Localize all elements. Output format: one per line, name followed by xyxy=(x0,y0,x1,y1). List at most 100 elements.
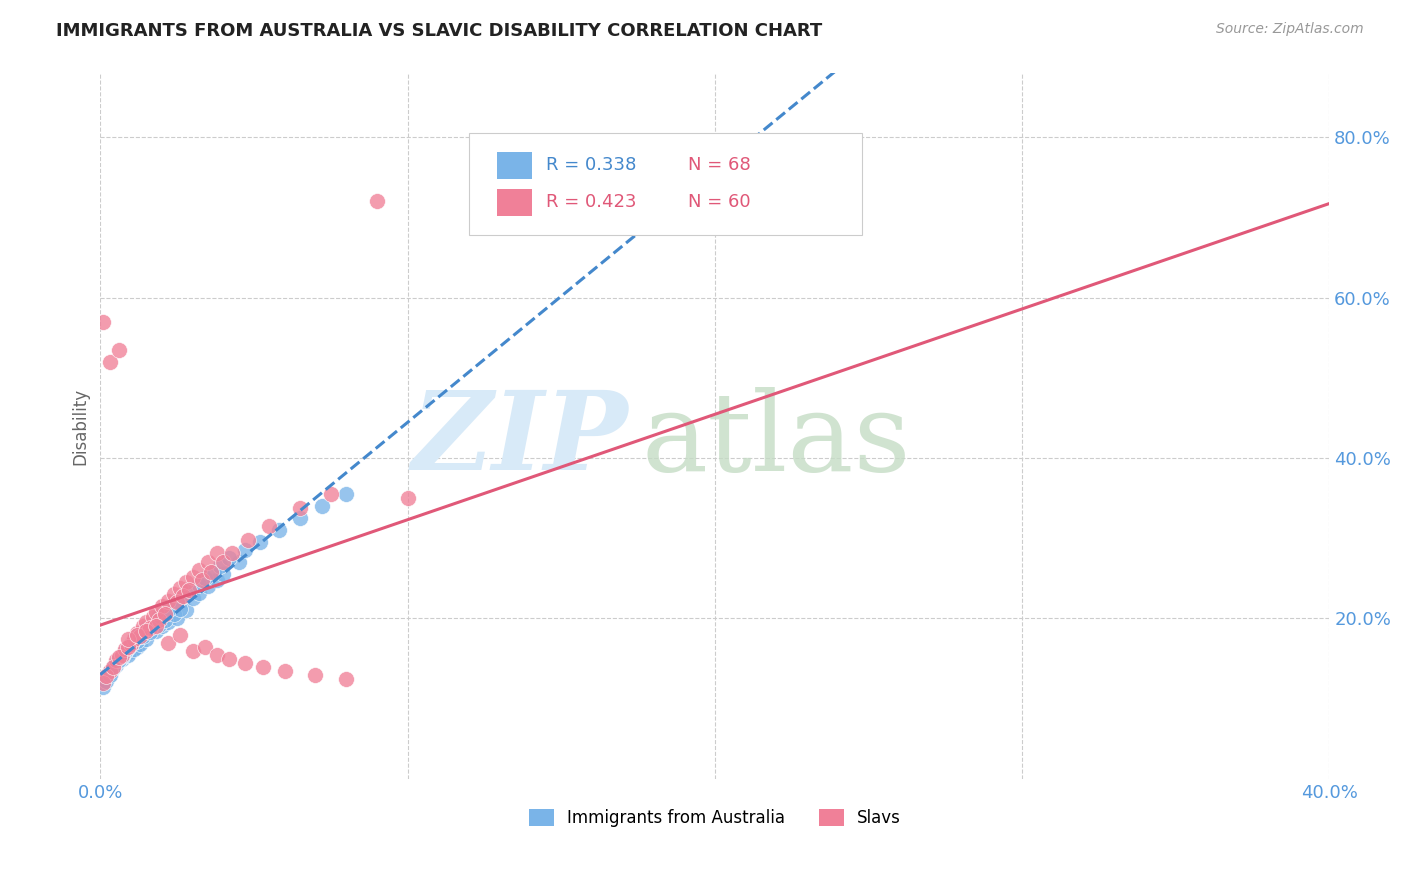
Point xyxy=(181,643,204,657)
Point xyxy=(228,555,250,569)
Point xyxy=(142,615,165,629)
Point xyxy=(156,603,179,617)
Point xyxy=(169,581,191,595)
Point xyxy=(176,603,198,617)
Point xyxy=(218,651,240,665)
Point xyxy=(111,648,134,662)
Point xyxy=(176,575,198,590)
Point xyxy=(127,634,149,648)
Point xyxy=(135,615,157,630)
Point xyxy=(122,632,145,647)
Point xyxy=(127,640,149,654)
Point xyxy=(98,664,121,678)
Point xyxy=(117,648,139,662)
Point xyxy=(172,589,194,603)
Point xyxy=(142,610,165,624)
Point xyxy=(135,621,157,635)
Y-axis label: Disability: Disability xyxy=(72,387,89,465)
Point xyxy=(107,343,129,357)
Point xyxy=(366,194,388,209)
Point xyxy=(96,674,118,689)
Point xyxy=(190,573,212,587)
Point xyxy=(163,607,186,622)
Point xyxy=(120,637,142,651)
Point xyxy=(335,672,357,686)
Text: Source: ZipAtlas.com: Source: ZipAtlas.com xyxy=(1216,22,1364,37)
Point xyxy=(267,523,290,537)
Point xyxy=(111,651,134,665)
Text: ZIP: ZIP xyxy=(412,386,628,494)
Point xyxy=(249,535,271,549)
Text: IMMIGRANTS FROM AUSTRALIA VS SLAVIC DISABILITY CORRELATION CHART: IMMIGRANTS FROM AUSTRALIA VS SLAVIC DISA… xyxy=(56,22,823,40)
Point xyxy=(98,666,121,681)
Point xyxy=(98,667,121,681)
FancyBboxPatch shape xyxy=(498,152,531,179)
Point xyxy=(205,573,228,587)
Legend: Immigrants from Australia, Slavs: Immigrants from Australia, Slavs xyxy=(522,803,907,834)
Point xyxy=(117,640,139,654)
Point xyxy=(98,667,121,681)
Point xyxy=(101,659,124,673)
Point xyxy=(145,605,167,619)
Point xyxy=(202,565,225,579)
Point xyxy=(166,595,188,609)
Text: N = 68: N = 68 xyxy=(688,156,751,174)
Point xyxy=(319,487,342,501)
Point xyxy=(259,519,281,533)
Point xyxy=(150,599,173,614)
Point xyxy=(129,629,152,643)
Point xyxy=(104,658,127,673)
Point xyxy=(117,641,139,656)
Point xyxy=(212,567,235,582)
Point xyxy=(169,627,191,641)
Point xyxy=(114,648,136,662)
Point xyxy=(179,583,201,598)
Point xyxy=(104,656,127,670)
Point xyxy=(114,643,136,657)
Point xyxy=(129,626,152,640)
Point xyxy=(156,594,179,608)
Point xyxy=(129,637,152,651)
Point xyxy=(122,642,145,657)
Point xyxy=(114,645,136,659)
Text: R = 0.338: R = 0.338 xyxy=(547,156,637,174)
Point xyxy=(288,511,311,525)
Point xyxy=(236,533,259,547)
Point xyxy=(166,594,188,608)
Point xyxy=(93,675,115,690)
Point xyxy=(181,591,204,606)
Point xyxy=(107,653,129,667)
Point xyxy=(145,619,167,633)
Point xyxy=(111,650,134,665)
Point xyxy=(187,563,209,577)
Point xyxy=(163,587,186,601)
Point xyxy=(221,546,243,560)
Point xyxy=(205,648,228,662)
Point xyxy=(288,500,311,515)
Point xyxy=(153,607,176,622)
FancyBboxPatch shape xyxy=(498,189,531,216)
Point xyxy=(104,656,127,670)
Point xyxy=(273,664,295,678)
Point xyxy=(132,629,155,643)
Point xyxy=(156,615,179,630)
Point xyxy=(166,611,188,625)
Point xyxy=(93,680,115,694)
Point xyxy=(98,355,121,369)
FancyBboxPatch shape xyxy=(470,133,862,235)
Point xyxy=(120,643,142,657)
Point xyxy=(212,555,235,569)
Point xyxy=(311,499,333,513)
Point xyxy=(148,618,170,632)
Point xyxy=(304,667,326,681)
Point xyxy=(114,642,136,657)
Point xyxy=(148,613,170,627)
Point xyxy=(187,586,209,600)
Point xyxy=(101,661,124,675)
Point xyxy=(132,619,155,633)
Point xyxy=(93,315,115,329)
Point xyxy=(107,653,129,667)
Point xyxy=(145,624,167,638)
Point xyxy=(138,625,160,640)
Point xyxy=(172,589,194,603)
